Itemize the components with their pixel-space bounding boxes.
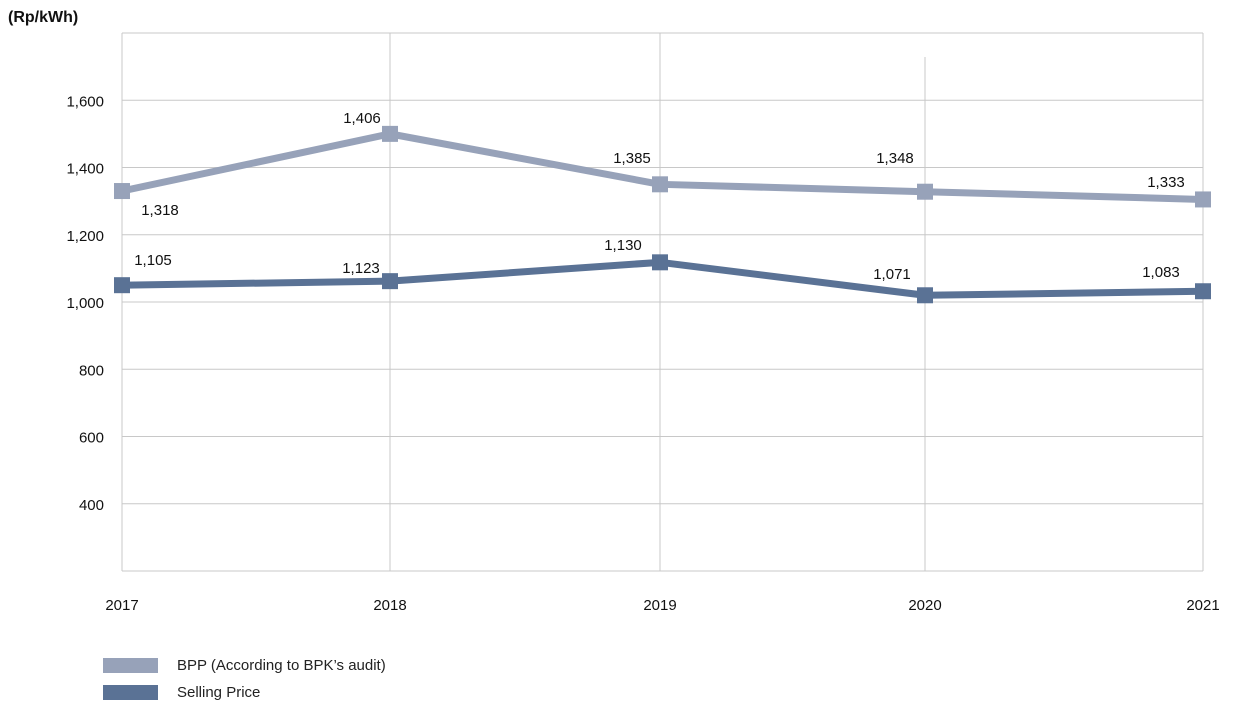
y-tick-label: 400	[79, 497, 104, 514]
x-tick-label: 2020	[908, 597, 941, 614]
legend-item-selling-price: Selling Price	[103, 683, 386, 701]
data-label: 1,348	[876, 150, 914, 167]
y-tick-label: 1,000	[66, 295, 104, 312]
legend-label-selling-price: Selling Price	[177, 683, 261, 701]
x-tick-label: 2018	[373, 597, 406, 614]
y-tick-label: 1,400	[66, 161, 104, 178]
legend-swatch-bpp	[103, 657, 158, 673]
legend-item-bpp: BPP (According to BPK’s audit)	[103, 656, 386, 674]
series-1-point	[382, 273, 398, 290]
grid	[121, 32, 1204, 572]
y-tick-label: 800	[79, 362, 104, 379]
series-0-point	[652, 176, 668, 193]
series-0-point	[114, 183, 130, 200]
series-1-point	[917, 287, 933, 304]
y-unit-label: (Rp/kWh)	[8, 9, 78, 26]
x-axis-ticks: 2017 2018 2019 2020 2021	[105, 597, 1219, 614]
y-axis-ticks: 400 600 800 1,000 1,200 1,400 1,600	[66, 93, 104, 514]
series-0-point	[1195, 191, 1211, 208]
data-label-layer: 1,318 1,406 1,385 1,348 1,333 1,105 1,123 1,130…	[134, 110, 1185, 283]
series-1-point	[1195, 283, 1211, 300]
data-label: 1,083	[1142, 264, 1180, 281]
data-label: 1,105	[134, 252, 172, 269]
data-label: 1,318	[141, 202, 179, 219]
y-tick-label: 600	[79, 430, 104, 447]
y-tick-label: 1,200	[66, 228, 104, 245]
series-0-point	[917, 183, 933, 200]
data-label: 1,123	[342, 260, 380, 277]
data-label: 1,406	[343, 110, 381, 127]
legend: BPP (According to BPK’s audit) Selling P…	[103, 656, 386, 710]
data-label: 1,130	[604, 237, 642, 254]
data-label: 1,071	[873, 266, 911, 283]
data-label: 1,385	[613, 150, 651, 167]
legend-swatch-selling-price	[103, 684, 158, 700]
series-layer	[114, 125, 1211, 304]
legend-label-bpp: BPP (According to BPK’s audit)	[177, 656, 386, 674]
series-0-point	[382, 125, 398, 142]
x-tick-label: 2019	[643, 597, 676, 614]
series-1-point	[652, 254, 668, 271]
series-1-point	[114, 277, 130, 294]
x-tick-label: 2017	[105, 597, 138, 614]
x-tick-label: 2021	[1186, 597, 1219, 614]
data-label: 1,333	[1147, 174, 1185, 191]
y-tick-label: 1,600	[66, 93, 104, 110]
